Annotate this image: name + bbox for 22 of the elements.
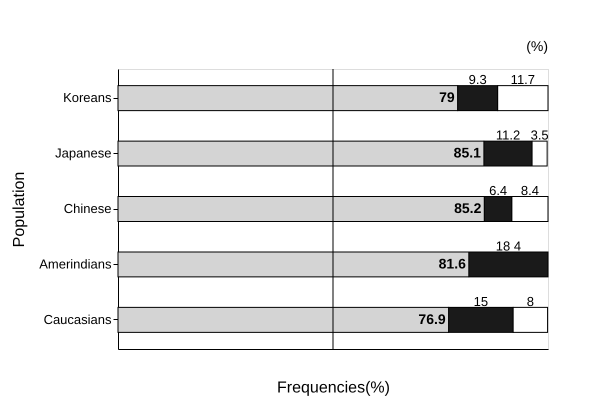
data-label: 15: [474, 294, 488, 309]
data-label: 79: [439, 89, 455, 106]
y-tick-label: Amerindians: [39, 256, 112, 272]
data-label: 18 4: [496, 238, 522, 254]
data-label: 81.6: [438, 255, 466, 272]
data-label: 11.2: [496, 128, 520, 143]
data-label: 8: [526, 294, 534, 309]
y-tick-label: Japanese: [55, 146, 112, 161]
data-label: 9.3: [468, 72, 487, 88]
y-axis-title: Population: [11, 172, 28, 248]
data-label: 6.4: [489, 183, 508, 198]
y-tick-label: Caucasians: [44, 312, 112, 327]
data-label: 76.9: [418, 310, 446, 327]
data-label: 11.7: [510, 72, 536, 88]
y-tick-label: Koreans: [63, 90, 112, 106]
y-tick-label: Chinese: [64, 201, 112, 216]
data-label: 85.1: [454, 144, 482, 161]
data-label: 3.5: [530, 128, 549, 143]
data-label: 85.2: [454, 200, 482, 216]
x-axis-title: Frequencies(%): [277, 380, 390, 396]
data-label: 8.4: [520, 183, 539, 198]
text: (%): [526, 38, 548, 54]
